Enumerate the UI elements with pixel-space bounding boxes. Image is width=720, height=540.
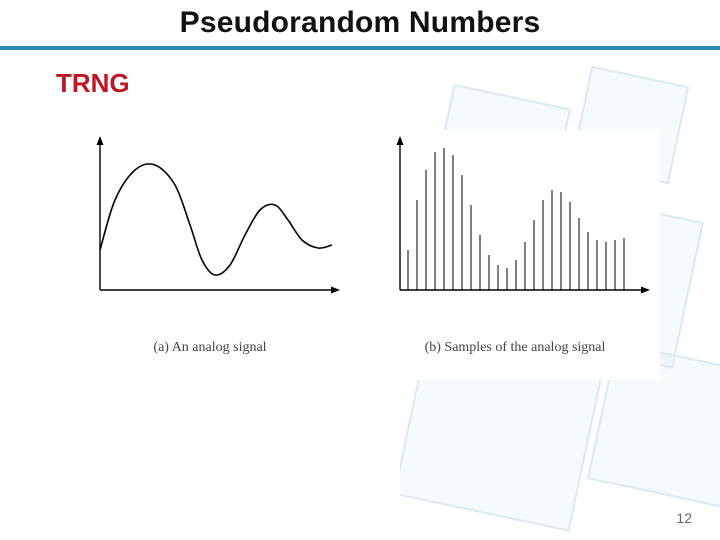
slide: Pseudorandom Numbers TRNG (a) An analog … xyxy=(0,0,720,540)
subheading: TRNG xyxy=(56,68,130,99)
panel-analog-signal: (a) An analog signal xyxy=(70,130,350,320)
title-wrap: Pseudorandom Numbers xyxy=(0,6,720,40)
panel-a-caption: (a) An analog signal xyxy=(70,340,350,356)
sampled-signal-chart xyxy=(370,130,660,320)
analog-signal-chart xyxy=(70,130,350,320)
panel-sampled-signal: (b) Samples of the analog signal xyxy=(370,130,660,320)
slide-title: Pseudorandom Numbers xyxy=(0,6,720,40)
figure-area: (a) An analog signal (b) Samples of the … xyxy=(70,130,660,380)
panel-b-caption: (b) Samples of the analog signal xyxy=(370,340,660,356)
title-rule xyxy=(0,46,720,50)
page-number: 12 xyxy=(676,510,692,526)
